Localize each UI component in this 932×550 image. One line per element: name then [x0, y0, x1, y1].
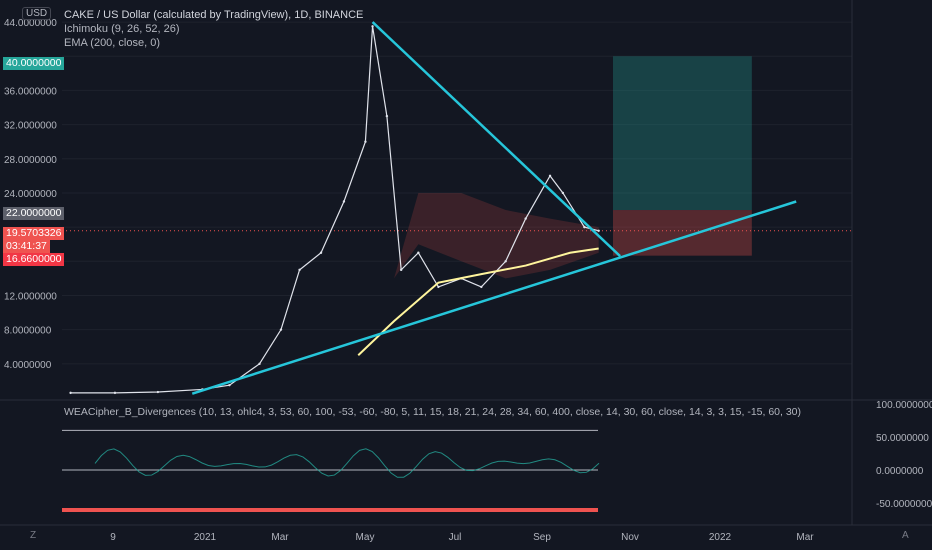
time-axis-label: 9 — [110, 532, 116, 543]
trendlines[interactable] — [191, 21, 797, 395]
price-point — [319, 251, 323, 254]
oscillator-pane — [0, 399, 932, 512]
price-axis-label: 8.0000000 — [4, 326, 52, 337]
oscillator-legend[interactable]: WEACipher_B_Divergences (10, 13, ohlc4, … — [64, 406, 802, 418]
stop-zone — [612, 210, 752, 256]
price-axis-label: 44.0000000 — [4, 18, 57, 29]
time-axis-label: Mar — [796, 532, 814, 543]
ema-line — [357, 247, 599, 357]
osc-axis-label: -50.0000000 — [876, 499, 932, 510]
price-point — [364, 140, 367, 143]
price-point — [113, 391, 117, 395]
price-point — [399, 268, 403, 272]
ichimoku-cloud-area — [394, 192, 599, 279]
money-flow-line — [94, 448, 600, 478]
price-tag: 03:41:37 — [3, 240, 50, 253]
resistance-trendline — [371, 21, 622, 258]
price-point — [548, 174, 552, 178]
price-axis-label: 12.0000000 — [4, 291, 57, 302]
ichimoku-cloud — [394, 192, 599, 279]
price-axis-label: 24.0000000 — [4, 189, 57, 200]
price-point — [385, 114, 389, 118]
timezone-icon[interactable]: Z — [30, 530, 37, 541]
price-point — [504, 260, 507, 263]
target-zone — [612, 56, 752, 211]
price-point — [342, 200, 346, 203]
price-axis-label: 32.0000000 — [4, 121, 57, 132]
indicator-ema[interactable]: EMA (200, close, 0) — [64, 37, 160, 49]
price-point — [417, 251, 420, 254]
price-axis-label: 36.0000000 — [4, 86, 57, 97]
osc-axis-label: 100.0000000 — [876, 400, 932, 411]
time-axis-label: Mar — [271, 532, 289, 543]
support-trendline — [191, 200, 797, 395]
auto-scale-icon[interactable]: A — [902, 530, 909, 541]
price-point — [524, 217, 527, 220]
price-series — [69, 25, 600, 395]
ema-series — [357, 247, 599, 357]
price-point — [298, 268, 301, 272]
price-axis-label: 4.0000000 — [4, 360, 52, 371]
price-point — [279, 328, 283, 331]
price-tag: 22.0000000 — [3, 207, 65, 220]
price-tag: 19.5703326 — [3, 227, 65, 240]
chart-legend: CAKE / US Dollar (calculated by TradingV… — [64, 8, 363, 50]
price-point — [69, 391, 72, 395]
price-point — [371, 25, 374, 28]
price-point — [228, 383, 231, 387]
price-point — [258, 362, 261, 366]
price-tag: 40.0000000 — [3, 57, 65, 70]
price-point — [480, 285, 483, 289]
time-axis-label: 2021 — [194, 532, 217, 543]
symbol-title[interactable]: CAKE / US Dollar (calculated by TradingV… — [64, 9, 364, 21]
price-axis-label: 28.0000000 — [4, 155, 57, 166]
price-point — [583, 225, 586, 229]
price-point — [156, 390, 160, 394]
time-axis-label: Nov — [621, 532, 639, 543]
price-point — [597, 229, 600, 233]
price-line — [70, 26, 599, 394]
time-axis-label: May — [356, 532, 375, 543]
price-tag: 16.6600000 — [3, 253, 65, 266]
time-axis-label: 2022 — [709, 532, 732, 543]
position-zones — [62, 56, 852, 256]
time-axis-label: Sep — [533, 532, 551, 543]
time-axis-label: Jul — [449, 532, 462, 543]
osc-axis-label: 50.0000000 — [876, 433, 929, 444]
currency-badge[interactable]: USD — [22, 7, 52, 20]
grid-lines — [62, 21, 852, 365]
osc-axis-label: 0.0000000 — [876, 466, 924, 477]
indicator-ichimoku[interactable]: Ichimoku (9, 26, 52, 26) — [64, 23, 180, 35]
price-point — [437, 285, 440, 289]
price-point — [561, 191, 565, 195]
